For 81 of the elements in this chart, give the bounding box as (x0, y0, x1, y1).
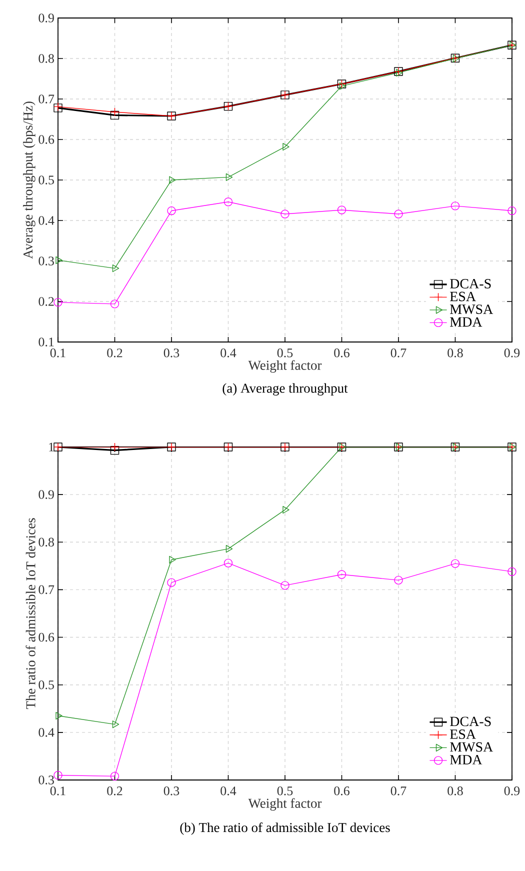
y-tick-label: 0.9 (38, 14, 54, 22)
point (110, 446, 120, 455)
point (110, 442, 120, 452)
point (169, 176, 176, 184)
legend-label: MDA (450, 755, 482, 764)
y-tick-label: 0.8 (38, 54, 54, 63)
x-tick-label: 0.8 (448, 786, 463, 796)
legend-label: ESA (450, 292, 476, 302)
x-tick-label: 0.5 (277, 348, 293, 358)
x-tick-label: 0.4 (220, 348, 236, 358)
y-tick-label: 0.4 (38, 216, 54, 225)
legend-label: MWSA (450, 304, 494, 314)
y-tick-label: 0.7 (38, 585, 54, 594)
point (508, 567, 516, 576)
point (337, 206, 346, 214)
y-tick-label: 0.3 (38, 256, 54, 266)
point (56, 712, 62, 720)
x-axis-title: Weight factor (248, 798, 322, 811)
y-tick-label: 0.7 (38, 94, 54, 104)
point (110, 108, 120, 116)
text: (b) The ratio of admissible IoT devices (180, 822, 390, 835)
point (394, 576, 403, 585)
y-tick-label: 0.6 (38, 135, 54, 144)
y-tick-label: 0.6 (38, 632, 54, 642)
point (394, 210, 403, 218)
x-tick-label: 0.7 (390, 348, 406, 358)
legend-label: MDA (450, 317, 482, 327)
x-tick-label: 0.1 (50, 348, 66, 358)
point (337, 570, 346, 579)
y-axis-title: Average throughput (bps/Hz) (23, 102, 36, 259)
y-tick-label: 0.5 (38, 680, 54, 690)
y-tick-label: 0.3 (38, 776, 54, 784)
x-tick-label: 0.7 (390, 786, 406, 796)
point (282, 506, 290, 514)
point (167, 206, 176, 216)
y-tick-label: 0.2 (38, 297, 54, 306)
x-tick-label: 0.3 (164, 348, 180, 358)
point (508, 206, 516, 216)
point (280, 581, 290, 590)
x-tick-label: 0.6 (334, 786, 350, 796)
x-tick-label: 0.4 (220, 786, 236, 796)
x-tick-label: 0.2 (107, 786, 122, 796)
y-tick-label: 0.4 (38, 728, 54, 737)
point (110, 772, 120, 781)
point (224, 198, 233, 206)
y-tick-label: 0.8 (38, 538, 54, 547)
x-tick-label: 0.3 (164, 786, 180, 796)
point (226, 173, 233, 181)
point (112, 720, 120, 728)
y-tick-label: 0.5 (38, 176, 54, 184)
point (56, 256, 62, 264)
legend-label: DCA-S (450, 279, 491, 288)
point (169, 556, 176, 564)
point (54, 770, 62, 780)
y-axis-title: The ratio of admissible IoT devices (26, 518, 36, 710)
point (224, 558, 233, 568)
x-tick-label: 0.9 (504, 348, 520, 358)
x-tick-label: 0.2 (107, 348, 122, 358)
point (280, 210, 290, 218)
point (339, 82, 346, 90)
text: (a) Average throughput (222, 383, 348, 396)
point (54, 298, 62, 307)
x-tick-label: 0.5 (277, 786, 293, 796)
legend-label: MWSA (450, 742, 494, 752)
y-tick-label: 0.9 (38, 490, 54, 499)
legend-label: DCA-S (450, 716, 491, 726)
legend-label: ESA (450, 730, 476, 739)
point (110, 110, 120, 120)
x-axis-title: Weight factor (248, 360, 322, 373)
y-tick-label: 0.1 (38, 338, 54, 346)
point (282, 142, 290, 151)
point (112, 264, 120, 272)
point (167, 578, 176, 587)
x-tick-label: 0.9 (504, 786, 520, 796)
point (450, 202, 460, 210)
x-tick-label: 0.1 (50, 786, 66, 796)
point (110, 300, 120, 308)
point (450, 559, 460, 568)
point (226, 544, 233, 553)
x-tick-label: 0.6 (334, 348, 350, 358)
x-tick-label: 0.8 (448, 348, 463, 358)
